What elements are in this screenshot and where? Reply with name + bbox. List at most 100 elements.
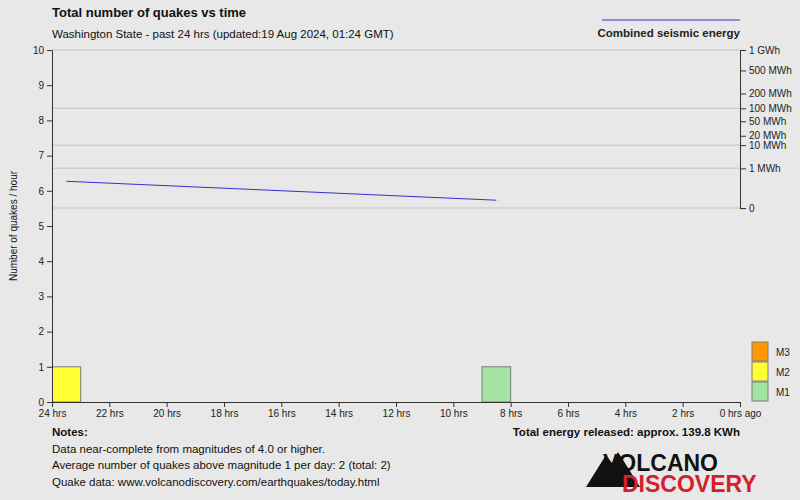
bar (539, 402, 568, 403)
tick: 8 hrs (500, 402, 522, 419)
tick: 100 MWh (740, 103, 792, 114)
subtitle: Washington State - past 24 hrs (updated:… (52, 28, 394, 40)
tick-label: 16 hrs (268, 408, 296, 419)
tick-label: 2 hrs (672, 408, 694, 419)
tick-mark (109, 402, 110, 407)
tick-mark (47, 402, 52, 403)
tick: 200 MWh (740, 88, 792, 99)
bar (511, 402, 540, 403)
bar (711, 402, 740, 403)
tick-label: 24 hrs (39, 408, 67, 419)
bar (310, 402, 339, 403)
background (0, 0, 800, 500)
tick: 16 hrs (268, 402, 296, 419)
bar (52, 366, 81, 367)
tick: 1 (38, 362, 52, 373)
note: Notes: (52, 426, 88, 438)
tick-label: 10 (33, 45, 45, 56)
bar (138, 402, 167, 403)
tick-mark (167, 402, 168, 407)
legend-label: Combined seismic energy (597, 27, 740, 39)
bar (654, 402, 683, 403)
bar (81, 402, 110, 403)
bar (654, 402, 683, 403)
tick: 14 hrs (325, 402, 353, 419)
tick-mark (281, 402, 282, 407)
bar (539, 402, 568, 403)
tick-label: 10 MWh (749, 140, 786, 151)
tick-mark (47, 296, 52, 297)
bar (396, 402, 425, 403)
bar (109, 402, 138, 403)
bar (568, 402, 597, 403)
tick-label: 5 (38, 221, 44, 232)
title: Total number of quakes vs time (52, 5, 246, 20)
tick-label: 9 (38, 80, 44, 91)
bar (81, 402, 110, 403)
tick-label: 0 hrs ago (720, 408, 762, 419)
tick-label: 14 hrs (325, 408, 353, 419)
tick: 1 MWh (740, 163, 781, 174)
bar (453, 402, 482, 403)
bar (683, 402, 712, 403)
tick-label: 8 (38, 115, 44, 126)
tick-label: 4 (38, 256, 44, 267)
tick: 12 hrs (383, 402, 411, 419)
bar-series (482, 367, 511, 402)
bar (195, 402, 224, 403)
bar (396, 402, 425, 403)
bar (167, 402, 196, 403)
tick-mark (47, 191, 52, 192)
tick-mark (47, 120, 52, 121)
tick-mark (740, 402, 741, 407)
tick-mark (339, 402, 340, 407)
bar (711, 402, 740, 403)
tick-label: 7 (38, 150, 44, 161)
bar (224, 402, 253, 403)
bar (253, 402, 282, 403)
tick-mark (625, 402, 626, 407)
bar (453, 402, 482, 403)
bar (482, 366, 511, 367)
bar (367, 402, 396, 403)
grid-line (52, 168, 740, 170)
tick: 10 MWh (740, 140, 786, 151)
tick: 50 MWh (740, 116, 786, 127)
bar (711, 402, 740, 403)
tick: 8 (38, 115, 52, 126)
bar (654, 402, 683, 403)
note: Data near-complete from magnitudes of 4.… (52, 443, 325, 455)
tick-mark (47, 85, 52, 86)
chart: 24 hrs22 hrs20 hrs18 hrs16 hrs14 hrs12 h… (0, 0, 800, 500)
bar (339, 402, 368, 403)
tick: 1 GWh (740, 45, 780, 56)
bar (224, 402, 253, 403)
tick: 2 (38, 326, 52, 337)
bar-series (52, 367, 81, 402)
tick-mark (740, 93, 746, 94)
legend-label: M3 (776, 347, 790, 358)
bar (281, 402, 310, 403)
tick-mark (396, 402, 397, 407)
bar (167, 402, 196, 403)
tick: 500 MWh (740, 65, 792, 76)
tick: 20 hrs (153, 402, 181, 419)
bar (425, 402, 454, 403)
bar (625, 402, 654, 403)
energy-line (66, 181, 496, 200)
tick: 3 (38, 291, 52, 302)
grid-line (52, 144, 740, 146)
tick: 0 (740, 203, 755, 214)
bar (367, 402, 396, 403)
axis: 24 hrs22 hrs20 hrs18 hrs16 hrs14 hrs12 h… (39, 402, 762, 419)
tick-mark (740, 50, 746, 51)
tick: 22 hrs (96, 402, 124, 419)
tick-mark (47, 367, 52, 368)
tick-label: 0 (749, 203, 755, 214)
tick-mark (740, 208, 746, 209)
tick-mark (683, 402, 684, 407)
tick-mark (47, 50, 52, 51)
tick-label: 3 (38, 291, 44, 302)
tick-label: 200 MWh (749, 88, 792, 99)
bar (195, 402, 224, 403)
